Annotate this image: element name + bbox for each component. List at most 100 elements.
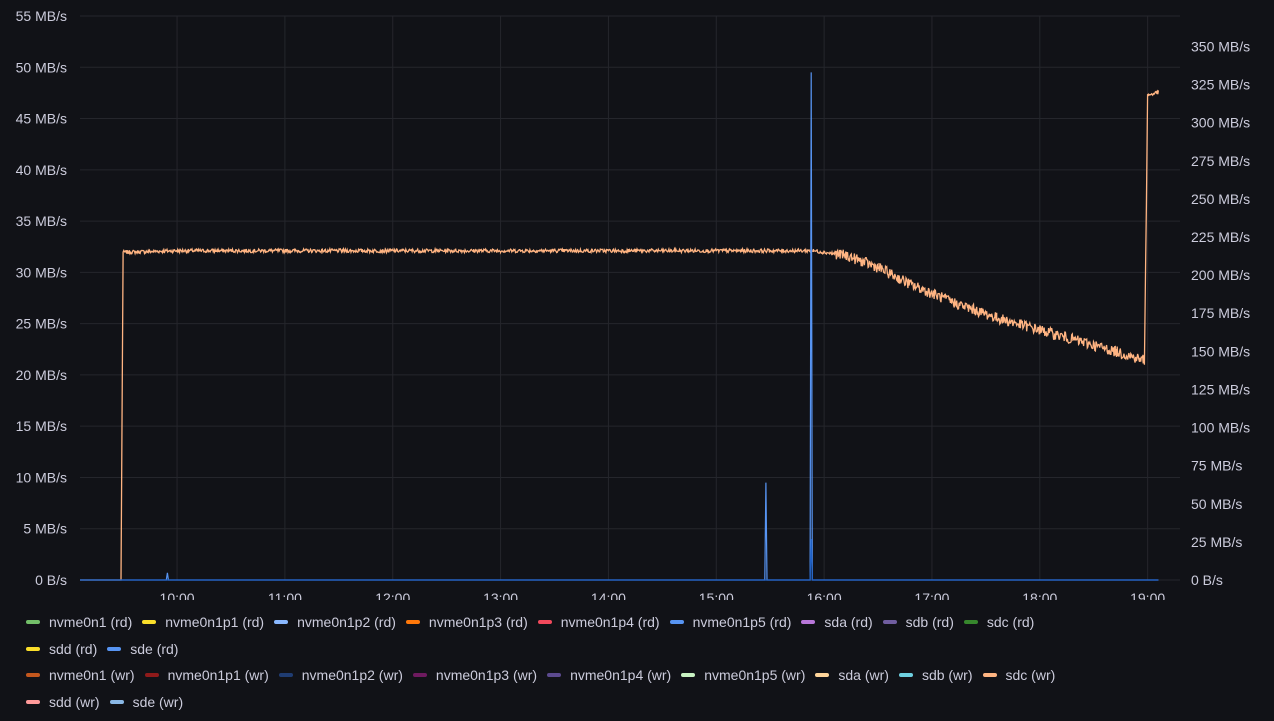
y-right-tick-label: 325 MB/s	[1191, 77, 1250, 93]
y-right-tick-label: 150 MB/s	[1191, 343, 1250, 359]
legend-label: nvme0n1p4 (rd)	[560, 614, 660, 630]
legend-swatch	[278, 673, 293, 678]
legend-item[interactable]: sdc (rd)	[963, 609, 1035, 636]
y-right-tick-label: 350 MB/s	[1191, 38, 1250, 54]
legend-swatch	[815, 673, 830, 678]
legend-item[interactable]: nvme0n1p5 (wr)	[681, 662, 805, 689]
legend-swatch	[142, 620, 157, 625]
legend-item[interactable]: sdb (wr)	[898, 662, 973, 689]
y-right-tick-label: 75 MB/s	[1191, 458, 1242, 474]
legend-swatch	[26, 699, 40, 704]
legend-item[interactable]: nvme0n1p2 (wr)	[278, 662, 403, 689]
x-tick-label: 12:00	[375, 590, 410, 600]
y-axis-right: 0 B/s 25 MB/s 50 MB/s 75 MB/s 100 MB/s 125 MB…	[1191, 38, 1250, 588]
x-tick-label: 15:00	[699, 590, 734, 600]
y-right-tick-label: 100 MB/s	[1191, 420, 1250, 436]
legend-item[interactable]: nvme0n1p1 (rd)	[142, 609, 264, 636]
legend-item[interactable]: sdc (wr)	[982, 662, 1056, 689]
legend-item[interactable]: nvme0n1p2 (rd)	[274, 609, 396, 636]
legend-label: nvme0n1p1 (wr)	[167, 667, 269, 683]
x-axis: 10:00 11:00 12:00 13:00 14:00 15:00 16:00 17:00…	[160, 590, 1166, 600]
x-tick-label: 17:00	[914, 590, 949, 600]
legend-label: nvme0n1p1 (rd)	[165, 614, 265, 630]
x-tick-label: 16:00	[807, 590, 842, 600]
legend-label: sda (wr)	[838, 667, 889, 683]
legend-swatch	[144, 673, 159, 678]
y-left-tick-label: 10 MB/s	[16, 469, 67, 485]
legend-item[interactable]: nvme0n1 (rd)	[26, 609, 132, 636]
legend-item[interactable]: sda (wr)	[815, 662, 889, 689]
y-right-tick-label: 250 MB/s	[1191, 191, 1250, 207]
y-left-tick-label: 20 MB/s	[16, 367, 67, 383]
plot-area	[80, 72, 1160, 581]
legend-label: sdb (wr)	[921, 667, 973, 683]
legend-label: sdc (rd)	[986, 614, 1035, 630]
legend-label: nvme0n1p3 (wr)	[435, 667, 538, 683]
legend-item[interactable]: nvme0n1p4 (wr)	[547, 662, 671, 689]
legend-swatch	[801, 620, 816, 625]
legend-label: nvme0n1p4 (wr)	[570, 667, 672, 683]
y-right-tick-label: 25 MB/s	[1191, 534, 1242, 550]
legend-swatch	[963, 620, 978, 625]
legend-item[interactable]: nvme0n1 (wr)	[26, 662, 135, 689]
y-left-tick-label: 45 MB/s	[16, 111, 67, 127]
legend-label: sde (rd)	[130, 640, 179, 657]
series-line-sdc-wr	[80, 89, 1160, 581]
legend-item[interactable]: nvme0n1p5 (rd)	[669, 609, 791, 636]
legend-label: nvme0n1p5 (wr)	[704, 667, 806, 683]
legend-item[interactable]: sdd (rd)	[26, 636, 97, 663]
series-line-nvme0n1p2-wr	[80, 538, 1159, 581]
legend-item[interactable]: sde (wr)	[109, 689, 183, 716]
y-left-tick-label: 25 MB/s	[16, 316, 67, 332]
legend-row: sdd (wr) sde (wr)	[26, 689, 1266, 716]
legend-swatch	[982, 673, 997, 678]
y-right-tick-label: 225 MB/s	[1191, 229, 1250, 245]
y-right-tick-label: 50 MB/s	[1191, 496, 1242, 512]
y-left-tick-label: 40 MB/s	[16, 162, 67, 178]
x-tick-label: 10:00	[160, 590, 195, 600]
legend-label: nvme0n1p2 (wr)	[301, 667, 403, 683]
legend-label: sdd (rd)	[49, 640, 98, 657]
series-line-sde-rd	[80, 72, 1159, 581]
x-tick-label: 11:00	[268, 590, 302, 600]
legend-row: nvme0n1 (wr) nvme0n1p1 (wr) nvme0n1p2 (wr)…	[26, 662, 1266, 689]
legend-item[interactable]: sdb (rd)	[882, 609, 954, 636]
legend-item[interactable]: sde (rd)	[107, 636, 178, 663]
legend-swatch	[412, 673, 427, 678]
y-axis-left: 0 B/s 5 MB/s 10 MB/s 15 MB/s 20 MB/s 25 MB/s 3…	[16, 8, 67, 588]
legend-label: nvme0n1 (wr)	[49, 667, 135, 683]
y-right-tick-label: 275 MB/s	[1191, 153, 1250, 169]
legend-swatch	[669, 620, 684, 625]
disk-throughput-chart: 0 B/s 5 MB/s 10 MB/s 15 MB/s 20 MB/s 25 MB/s 3…	[16, 8, 1251, 600]
grid-lines	[80, 15, 1180, 581]
legend-label: sdc (wr)	[1005, 667, 1056, 683]
y-left-tick-label: 35 MB/s	[16, 213, 67, 229]
x-tick-label: 14:00	[591, 590, 626, 600]
legend-label: nvme0n1 (rd)	[49, 614, 133, 630]
legend-swatch	[882, 620, 897, 625]
legend-item[interactable]: nvme0n1p3 (wr)	[412, 662, 538, 689]
legend-item[interactable]: nvme0n1p4 (rd)	[537, 609, 660, 636]
legend-row: sdd (rd) sde (rd)	[26, 636, 1266, 663]
legend-swatch	[681, 673, 696, 678]
y-left-tick-label: 55 MB/s	[16, 8, 67, 24]
y-left-tick-label: 30 MB/s	[16, 264, 67, 280]
legend-label: sda (rd)	[824, 614, 873, 630]
legend-item[interactable]: nvme0n1p1 (wr)	[144, 662, 269, 689]
legend-swatch	[898, 673, 913, 678]
y-left-tick-label: 5 MB/s	[23, 521, 67, 537]
y-left-tick-label: 50 MB/s	[16, 59, 67, 75]
y-right-tick-label: 125 MB/s	[1191, 381, 1250, 397]
legend-item[interactable]: nvme0n1p3 (rd)	[405, 609, 528, 636]
legend-item[interactable]: sdd (wr)	[26, 689, 100, 716]
legend-swatch	[274, 620, 289, 625]
x-tick-label: 19:00	[1130, 590, 1165, 600]
legend-swatch	[26, 620, 40, 625]
y-right-tick-label: 175 MB/s	[1191, 305, 1250, 321]
legend-swatch	[405, 620, 420, 625]
y-left-tick-label: 0 B/s	[35, 572, 67, 588]
x-tick-label: 13:00	[483, 590, 518, 600]
legend-label: sdb (rd)	[905, 614, 954, 630]
legend-item[interactable]: sda (rd)	[801, 609, 873, 636]
y-right-tick-label: 300 MB/s	[1191, 115, 1250, 131]
